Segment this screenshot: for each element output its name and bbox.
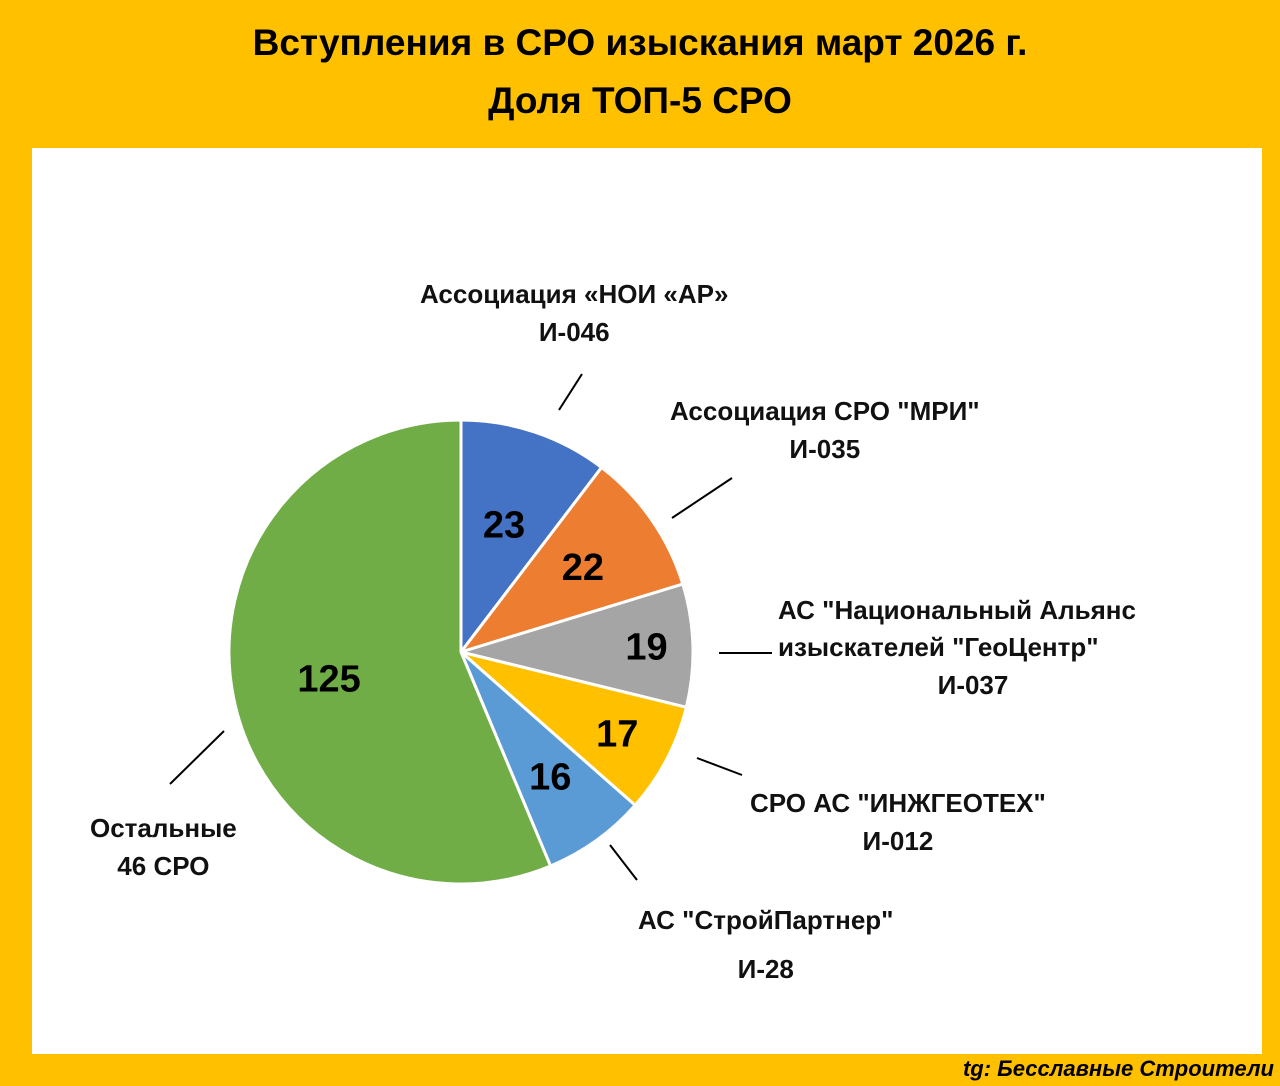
slice-label-line: И-28: [737, 954, 794, 985]
value-label-stroypartner: 16: [529, 756, 571, 798]
slice-label-geocentr: АС "Национальный Альянс изыскателей "Гео…: [778, 592, 1208, 704]
chart-panel: 23 22 19 17 16 125 Ассоциация «НОИ «АР» И-046…: [32, 148, 1262, 1054]
slice-label-line: СРО АС "ИНЖГЕОТЕХ": [750, 788, 1046, 818]
slice-geocentr: [459, 582, 695, 709]
slice-label-line: И-012: [862, 825, 934, 856]
pie-chart: 23 22 19 17 16 125: [169, 373, 772, 886]
slice-label-line: Остальные: [90, 813, 237, 843]
slice-label-line: АС "Национальный Альянс: [778, 595, 1136, 625]
chart-subtitle: Доля ТОП-5 СРО: [488, 80, 792, 121]
leader-line: [558, 373, 583, 411]
slice-label-line: 46 СРО: [117, 850, 210, 881]
slice-others: [227, 418, 553, 886]
value-label-geocentr: 19: [625, 627, 667, 669]
slice-label-inzhgeotekh: СРО АС "ИНЖГЕОТЕХ" И-012: [750, 785, 1046, 860]
slice-mri: [459, 465, 685, 654]
value-label-others: 125: [297, 658, 360, 700]
slice-label-line: И-035: [789, 433, 861, 464]
slice-label-others: Остальные 46 СРО: [90, 810, 237, 885]
chart-title: Вступления в СРО изыскания март 2026 г.: [252, 22, 1028, 63]
value-label-noi-ar: 23: [483, 505, 525, 547]
slice-label-stroypartner: АС "СтройПартнер" И-28: [638, 896, 894, 995]
value-label-inzhgeotekh: 17: [596, 714, 638, 756]
slice-noi-ar: [459, 418, 604, 654]
slice-label-line: И-046: [538, 316, 610, 347]
leader-line: [609, 844, 638, 881]
leader-line: [696, 757, 743, 776]
leader-line: [671, 477, 733, 519]
slice-label-mri: Ассоциация СРО "МРИ" И-035: [670, 393, 980, 468]
slice-inzhgeotekh: [459, 650, 688, 807]
value-label-mri: 22: [562, 547, 604, 589]
slice-label-noi-ar: Ассоциация «НОИ «АР» И-046: [420, 276, 728, 351]
slice-label-line: И-037: [937, 669, 1009, 700]
slice-label-line: АС "СтройПартнер": [638, 905, 894, 935]
slice-label-line: Ассоциация «НОИ «АР»: [420, 279, 729, 309]
credit-text: tg: Бесславные Строители: [962, 1056, 1274, 1081]
slice-label-line: изыскателей "ГеоЦентр": [778, 632, 1099, 663]
slice-stroypartner: [459, 650, 637, 868]
slice-label-line: Ассоциация СРО "МРИ": [670, 396, 980, 426]
leader-line: [169, 730, 225, 785]
